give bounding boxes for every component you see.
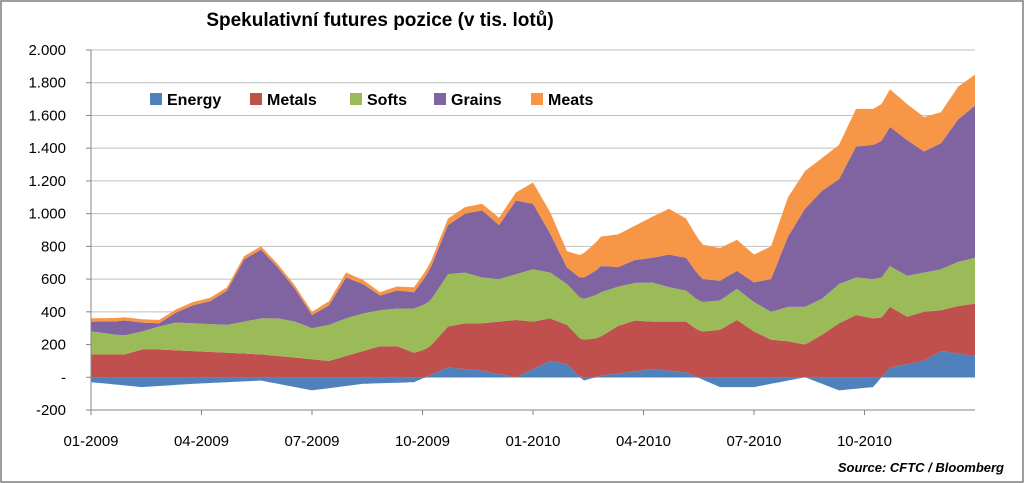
legend-swatch-meats [531,93,543,105]
legend-swatch-grains [434,93,446,105]
y-tick-label: -200 [36,402,66,419]
x-tick-label: 04-2010 [616,433,671,450]
x-tick-labels: 01-2009 04-2009 07-2009 10-2009 01-2010 04-20… [63,433,892,450]
source-note: Source: CFTC / Bloomberg [838,460,1004,475]
x-tick-label: 10-2010 [837,433,892,450]
legend-label-meats: Meats [548,92,593,109]
x-tick-label: 04-2009 [174,433,229,450]
legend-label-grains: Grains [451,92,502,109]
area-meats [91,74,975,324]
x-tick-label: 10-2009 [395,433,450,450]
chart-title: Spekulativní futures pozice (v tis. lotů… [206,10,553,31]
legend-label-energy: Energy [167,92,221,109]
legend: Energy Metals Softs Grains Meats [150,92,593,109]
area-softs [91,257,975,361]
y-tick-label: 400 [41,304,66,321]
x-tick-label: 07-2010 [726,433,781,450]
area-energy [91,351,975,378]
y-tick-label: 1.800 [28,75,66,92]
legend-swatch-metals [250,93,262,105]
legend-swatch-softs [350,93,362,105]
y-tick-label: 800 [41,238,66,255]
y-tick-label: 1.600 [28,107,66,124]
legend-swatch-energy [150,93,162,105]
area-grains [91,105,975,336]
y-tick-label: 1.000 [28,206,66,223]
axes [86,49,975,415]
legend-label-softs: Softs [367,92,407,109]
area-metals [91,303,975,378]
y-tick-label: 2.000 [28,42,66,59]
x-tick-label: 01-2010 [505,433,560,450]
x-tick-label: 01-2009 [63,433,118,450]
y-tick-labels: -200-2004006008001.0001.2001.4001.6001.8… [28,42,66,419]
y-tick-label: 200 [41,337,66,354]
x-tick-label: 07-2009 [284,433,339,450]
y-tick-label: 1.400 [28,140,66,157]
y-tick-label: 1.200 [28,173,66,190]
legend-label-metals: Metals [267,92,317,109]
y-tick-label: - [61,369,66,386]
y-tick-label: 600 [41,271,66,288]
area-energy-negative [91,377,975,391]
series-areas [91,74,975,391]
